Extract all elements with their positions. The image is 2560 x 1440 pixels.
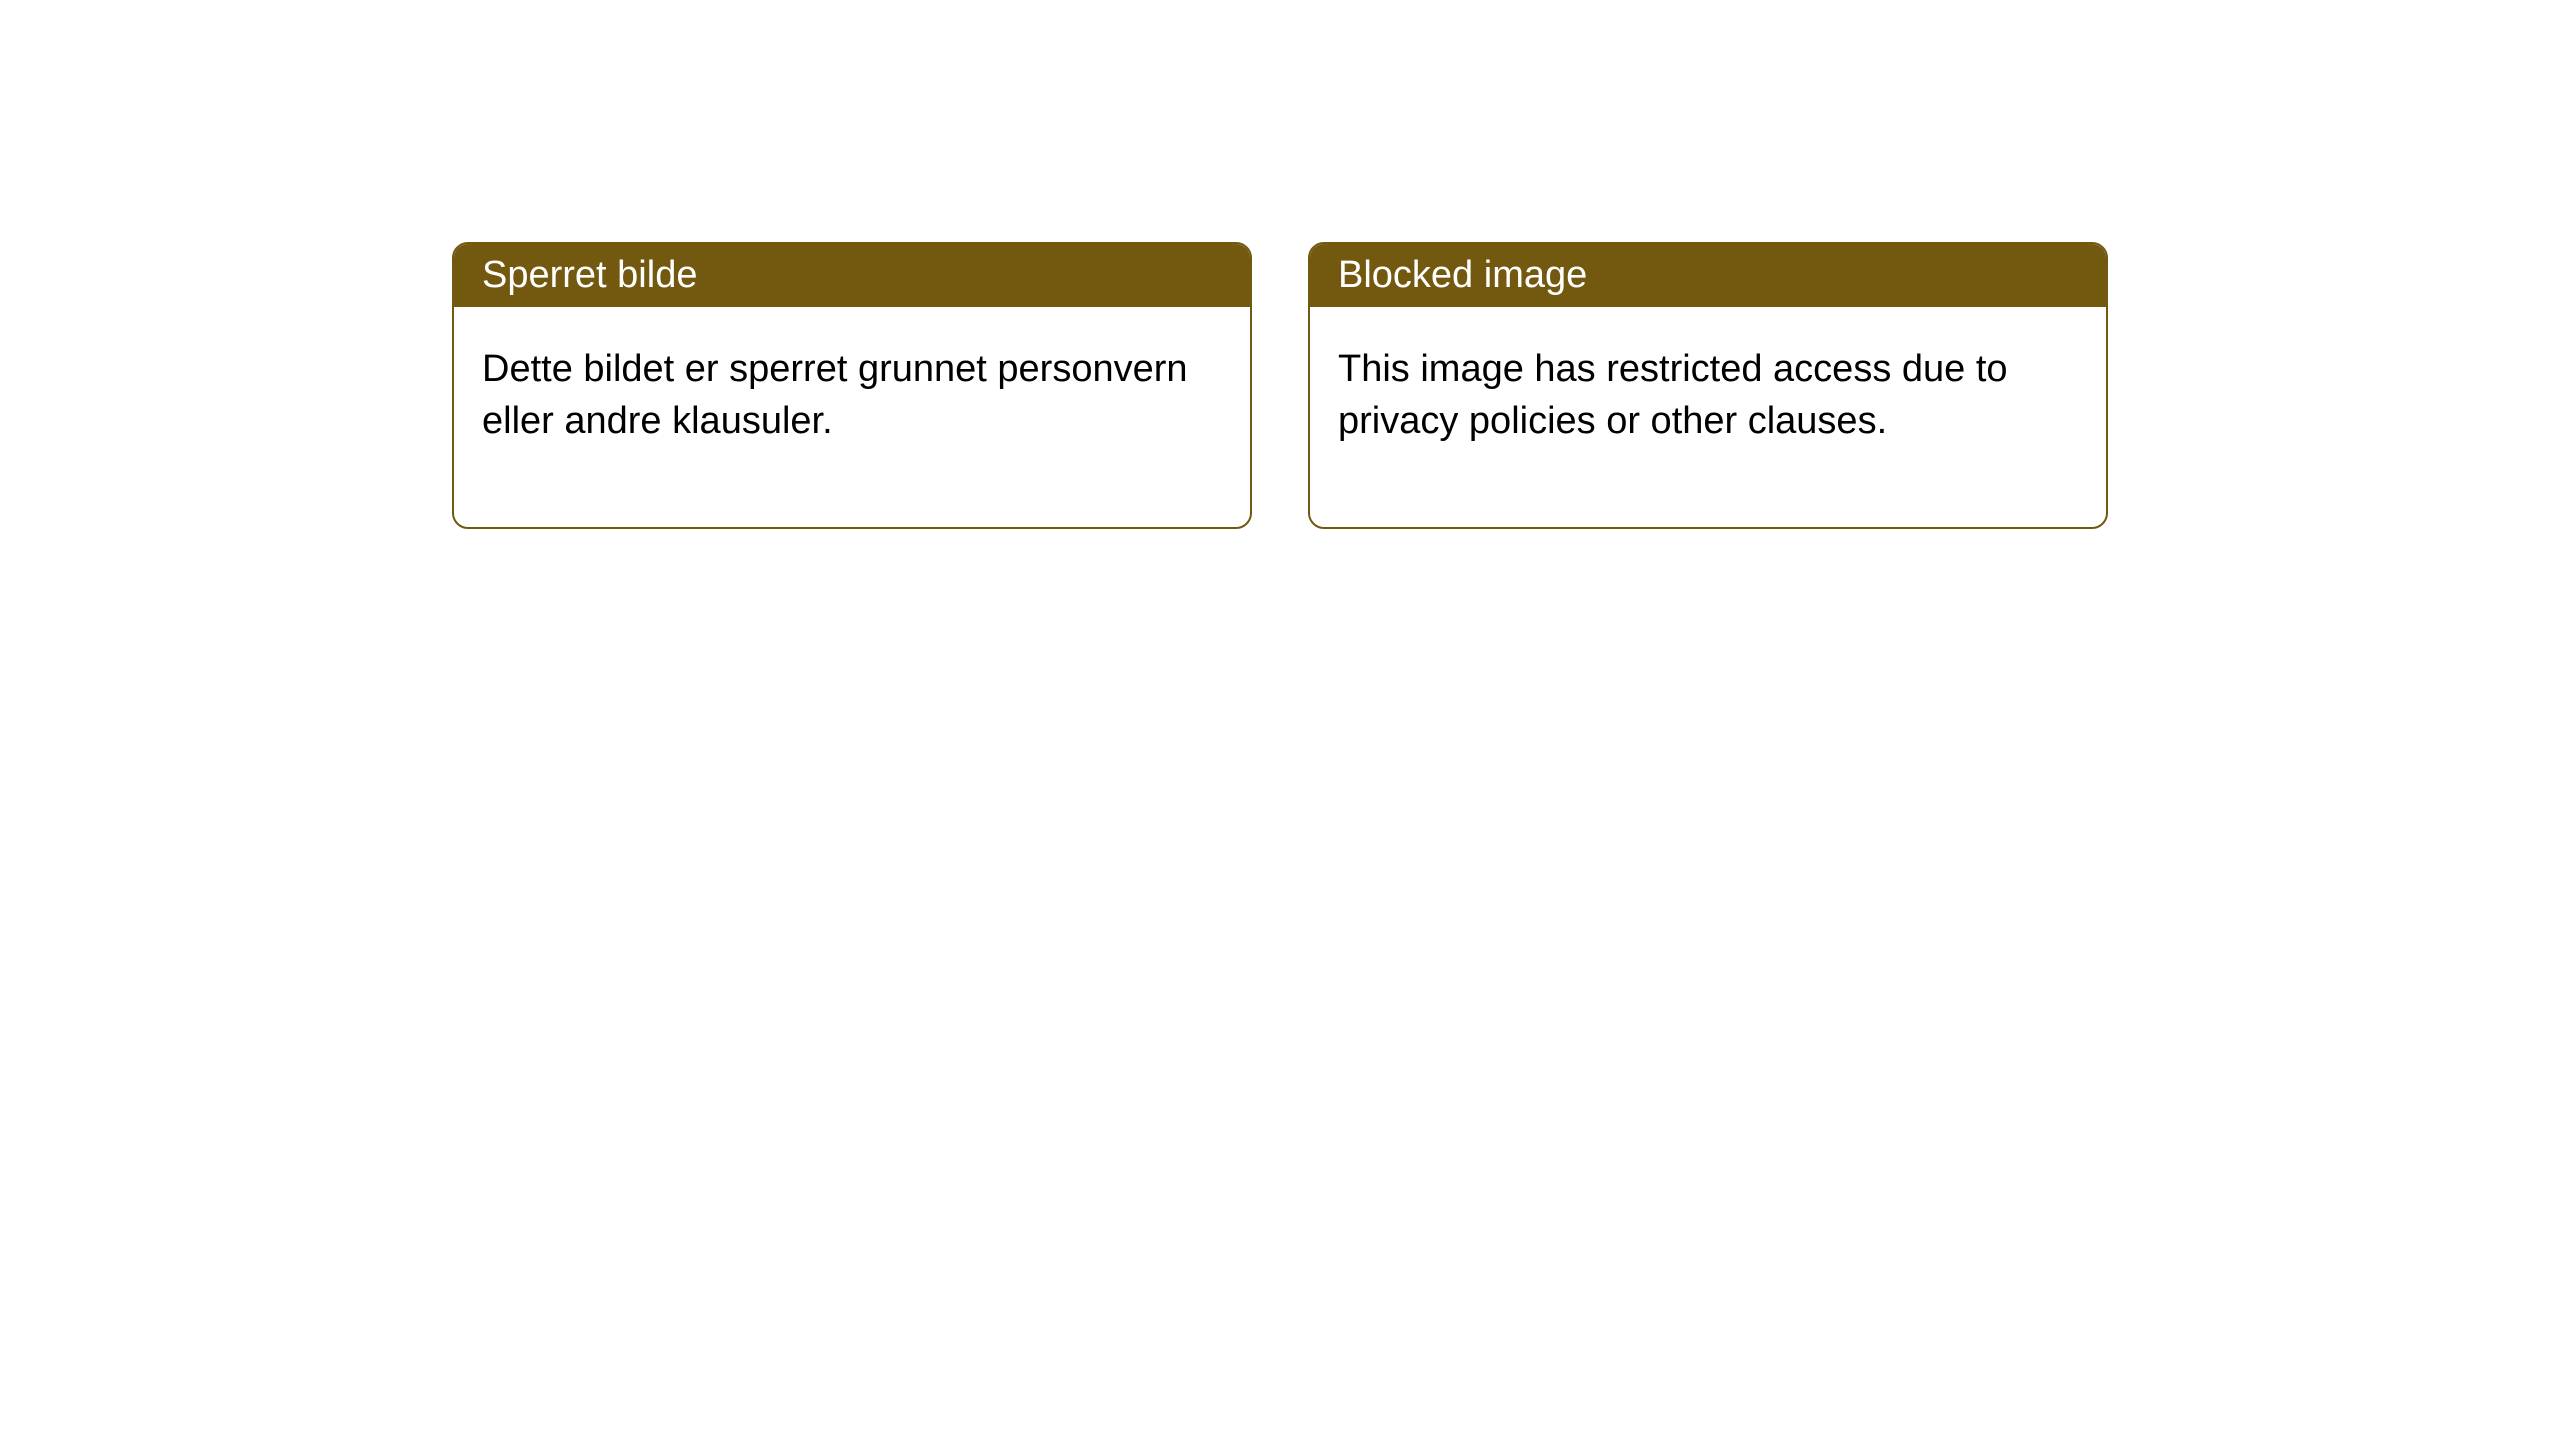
card-title: Blocked image — [1338, 254, 1587, 296]
notice-cards-container: Sperret bilde Dette bildet er sperret gr… — [452, 242, 2108, 529]
card-body-text: Dette bildet er sperret grunnet personve… — [482, 348, 1188, 442]
blocked-image-card-en: Blocked image This image has restricted … — [1308, 242, 2108, 529]
card-body: This image has restricted access due to … — [1310, 307, 2106, 527]
blocked-image-card-no: Sperret bilde Dette bildet er sperret gr… — [452, 242, 1252, 529]
card-body-text: This image has restricted access due to … — [1338, 348, 2008, 442]
card-header: Sperret bilde — [454, 244, 1250, 307]
card-header: Blocked image — [1310, 244, 2106, 307]
card-body: Dette bildet er sperret grunnet personve… — [454, 307, 1250, 527]
card-title: Sperret bilde — [482, 254, 697, 296]
